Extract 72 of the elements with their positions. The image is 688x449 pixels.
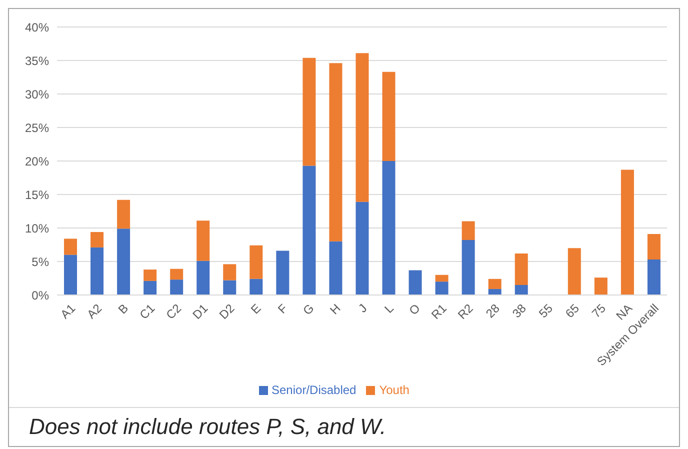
x-tick-label: J — [356, 301, 370, 316]
bar — [250, 278, 263, 295]
bar — [302, 166, 316, 295]
text: Does not include routes P, S, and W. — [9, 407, 679, 446]
x-tick-label: E — [248, 301, 264, 317]
bar — [90, 247, 104, 295]
bar — [250, 245, 263, 279]
y-tick-label: 30% — [24, 87, 50, 102]
x-tick-label: F — [275, 301, 290, 316]
x-tick-label: 65 — [562, 301, 582, 321]
y-tick-label: 0% — [32, 288, 50, 302]
bar — [435, 282, 448, 295]
bar — [620, 170, 634, 295]
x-tick-label: H — [327, 301, 344, 318]
x-tick-label: 28 — [483, 301, 503, 321]
bar — [462, 240, 475, 295]
x-tick-label: 55 — [536, 301, 556, 321]
bar — [382, 161, 396, 295]
x-tick-label: A1 — [58, 301, 78, 322]
bar — [356, 53, 369, 202]
bar — [276, 250, 290, 295]
y-tick-label: 20% — [24, 154, 50, 168]
x-tick-label: B — [116, 301, 132, 317]
y-tick-label: 15% — [24, 188, 50, 202]
x-tick-label: G — [300, 301, 317, 318]
x-tick-label: C1 — [136, 300, 158, 322]
bar — [329, 63, 342, 242]
bar — [356, 202, 369, 295]
x-tick-label: A2 — [84, 301, 105, 322]
bar — [382, 72, 396, 161]
legend-label: Senior/Disabled — [272, 383, 356, 397]
bar — [329, 241, 342, 295]
bar — [488, 288, 502, 295]
bar — [64, 238, 77, 255]
bar — [170, 280, 184, 295]
x-tick-label: D2 — [216, 300, 238, 322]
bar — [223, 264, 236, 280]
bar — [435, 274, 448, 282]
bar — [302, 58, 316, 166]
bar — [117, 200, 130, 229]
bar — [408, 270, 422, 295]
y-tick-label: 10% — [24, 221, 50, 236]
x-tick-label: 75 — [589, 301, 609, 321]
bar — [514, 253, 528, 285]
bar — [594, 278, 608, 295]
legend-label: Youth — [379, 383, 410, 397]
x-tick-label: D1 — [190, 300, 211, 322]
x-tick-label: O — [406, 301, 423, 318]
x-tick-label: R2 — [455, 300, 476, 322]
x-tick-label: R1 — [428, 300, 450, 322]
bar — [568, 248, 581, 295]
bar — [462, 221, 475, 240]
x-tick-label: C2 — [163, 300, 184, 322]
y-tick-label: 5% — [32, 254, 50, 269]
bar — [647, 259, 660, 295]
bar — [514, 284, 528, 295]
bar — [144, 280, 157, 295]
x-tick-label: 38 — [510, 301, 530, 321]
bar — [117, 228, 130, 295]
bar — [196, 220, 210, 261]
y-tick-label: 25% — [24, 120, 50, 135]
bar — [144, 270, 157, 281]
bar — [488, 278, 502, 289]
bar — [170, 268, 184, 280]
y-tick-label: 40% — [24, 20, 50, 34]
y-tick-label: 35% — [24, 54, 50, 68]
bar — [196, 260, 210, 295]
x-tick-label: L — [382, 301, 397, 316]
bar — [647, 234, 660, 260]
bar — [90, 232, 104, 248]
bar — [223, 280, 236, 295]
bar — [64, 254, 77, 295]
